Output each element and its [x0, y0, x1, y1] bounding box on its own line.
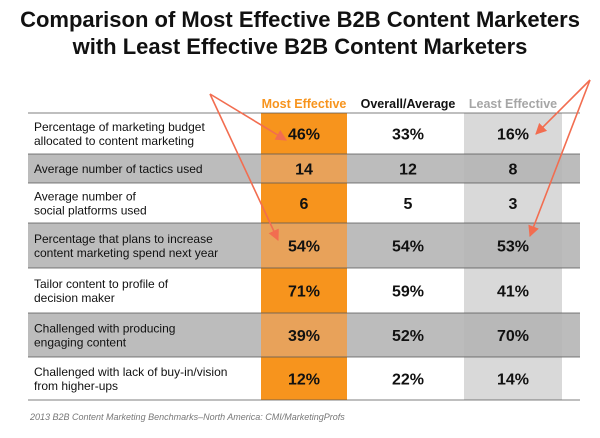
row-label-1-line-2: allocated to content marketing: [34, 134, 194, 148]
most-effective-row-shade-2: [261, 154, 347, 183]
cell-r3-c1: 6: [300, 196, 309, 213]
cell-r6-c3: 70%: [497, 328, 529, 345]
source-note: 2013 B2B Content Marketing Benchmarks–No…: [30, 412, 345, 422]
column-header-1: Most Effective: [262, 97, 347, 111]
cell-r2-c3: 8: [509, 162, 518, 179]
row-label-7-line-1: Challenged with lack of buy-in/vision: [34, 365, 227, 379]
cell-r7-c1: 12%: [288, 372, 320, 389]
row-label-5-line-2: decision maker: [34, 291, 115, 305]
least-effective-row-shade-2: [464, 154, 562, 183]
cell-r1-c1: 46%: [288, 127, 320, 144]
cell-r3-c3: 3: [509, 196, 518, 213]
arrow-to-least-effective-budget: [535, 79, 591, 135]
cell-r4-c3: 53%: [497, 239, 529, 256]
column-header-3: Least Effective: [469, 97, 557, 111]
cell-r5-c1: 71%: [288, 284, 320, 301]
row-label-3-line-1: Average number of: [34, 190, 137, 204]
row-label-6-line-1: Challenged with producing: [34, 322, 175, 336]
arrow-to-most-effective-spend: [209, 93, 279, 242]
row-label-6-line-2: engaging content: [34, 336, 127, 350]
row-label-4-line-2: content marketing spend next year: [34, 246, 218, 260]
cell-r4-c2: 54%: [392, 239, 424, 256]
column-header-2: Overall/Average: [361, 97, 456, 111]
most-effective-row-shade-6: [261, 313, 347, 357]
cell-r7-c3: 14%: [497, 372, 529, 389]
cell-r6-c2: 52%: [392, 328, 424, 345]
cell-r1-c3: 16%: [497, 127, 529, 144]
cell-r1-c2: 33%: [392, 127, 424, 144]
arrow-to-least-effective-spend: [528, 79, 591, 238]
cell-r5-c3: 41%: [497, 284, 529, 301]
row-label-7-line-2: from higher-ups: [34, 379, 118, 393]
least-effective-row-shade-4: [464, 223, 562, 268]
row-label-3-line-2: social platforms used: [34, 204, 147, 218]
chart-title-line-1: Comparison of Most Effective B2B Content…: [20, 7, 580, 32]
row-label-4-line-1: Percentage that plans to increase: [34, 232, 213, 246]
cell-r2-c1: 14: [295, 162, 313, 179]
arrow-to-most-effective-budget: [209, 93, 287, 141]
cell-r4-c1: 54%: [288, 239, 320, 256]
row-label-1-line-1: Percentage of marketing budget: [34, 120, 205, 134]
cell-r3-c2: 5: [404, 196, 413, 213]
least-effective-row-shade-6: [464, 313, 562, 357]
chart-title-line-2: with Least Effective B2B Content Markete…: [72, 34, 528, 59]
cell-r2-c2: 12: [399, 162, 417, 179]
cell-r5-c2: 59%: [392, 284, 424, 301]
row-label-5-line-1: Tailor content to profile of: [34, 277, 169, 291]
cell-r7-c2: 22%: [392, 372, 424, 389]
chart-title: Comparison of Most Effective B2B Content…: [0, 6, 600, 60]
row-label-2-line-1: Average number of tactics used: [34, 162, 203, 176]
cell-r6-c1: 39%: [288, 328, 320, 345]
